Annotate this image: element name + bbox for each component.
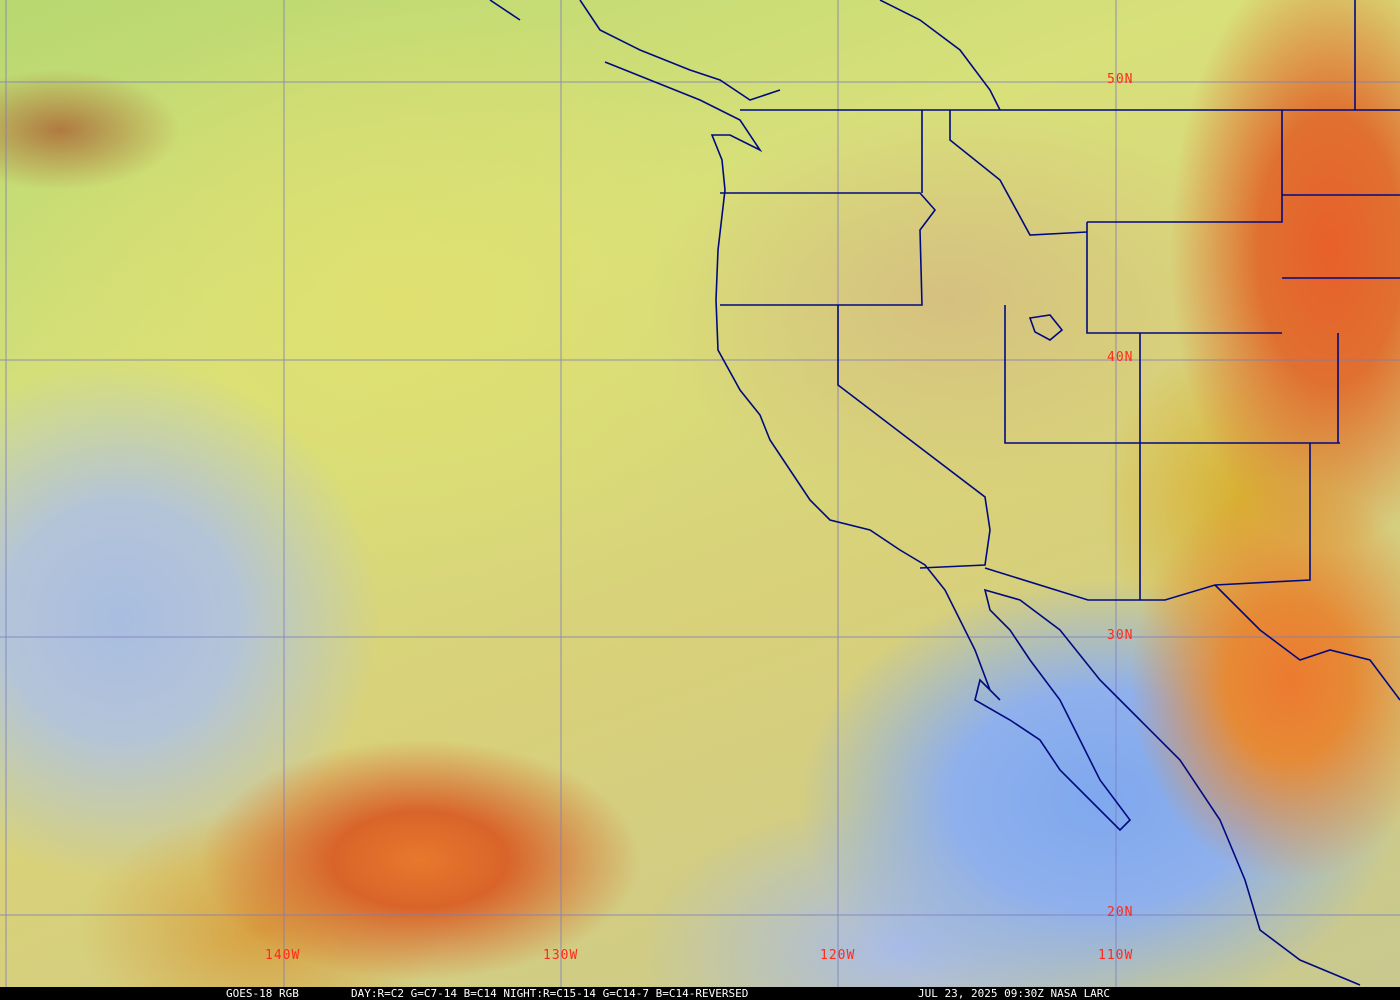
lat-label-20n: 20N (1107, 905, 1134, 920)
lat-label-50n: 50N (1107, 72, 1134, 87)
canada-coast (489, 0, 1001, 111)
caption-channels: DAY:R=C2 G=C7-14 B=C14 NIGHT:R=C15-14 G=… (351, 987, 749, 1000)
caption-satellite: GOES-18 RGB (226, 987, 299, 1000)
lon-label-110w: 110W (1098, 948, 1134, 963)
lon-label-130w: 130W (543, 948, 579, 963)
lon-label-120w: 120W (820, 948, 856, 963)
coastlines-and-borders (489, 0, 1400, 986)
state-borders (720, 0, 1400, 601)
caption-timestamp: JUL 23, 2025 09:30Z NASA LARC (918, 987, 1111, 1000)
coastline-mainland-gulf (1214, 584, 1400, 701)
image-caption-bar: GOES-18 RGB DAY:R=C2 G=C7-14 B=C14 NIGHT… (0, 987, 1400, 1000)
lat-label-30n: 30N (1107, 628, 1134, 643)
lon-label-140w: 140W (265, 948, 301, 963)
lat-label-40n: 40N (1107, 350, 1134, 365)
coastline (604, 61, 1361, 986)
great-salt-lake (1028, 314, 1064, 341)
